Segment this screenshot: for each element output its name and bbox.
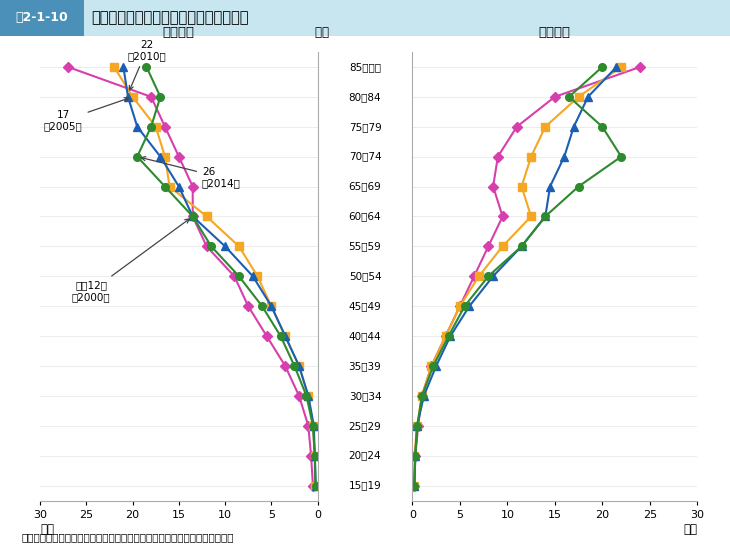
Text: 図2-1-10: 図2-1-10 — [15, 11, 68, 24]
Text: 50～54: 50～54 — [349, 271, 381, 281]
Text: 17
（2005）: 17 （2005） — [44, 97, 128, 131]
Bar — [0, 0, 84, 36]
Text: 26
（2014）: 26 （2014） — [142, 156, 241, 188]
Text: 歳: 歳 — [322, 26, 328, 39]
Text: 資料：農林水産省「農林業センサス」、「農業構造動態調査」（組替集計）: 資料：農林水産省「農林業センサス」、「農業構造動態調査」（組替集計） — [22, 533, 234, 543]
Text: 万人: 万人 — [40, 523, 54, 536]
Text: 25～29: 25～29 — [349, 421, 381, 430]
Text: 20～24: 20～24 — [349, 451, 381, 461]
Text: 60～64: 60～64 — [349, 212, 381, 222]
Text: （女性）: （女性） — [539, 26, 571, 39]
Text: 75～79: 75～79 — [349, 122, 381, 132]
Text: 22
（2010）: 22 （2010） — [127, 40, 166, 90]
Text: 15～19: 15～19 — [349, 481, 381, 491]
Text: （男性）: （男性） — [163, 26, 195, 39]
Text: 55～59: 55～59 — [349, 241, 381, 251]
Text: 85歳以上: 85歳以上 — [349, 62, 381, 72]
Text: 平成12年
（2000）: 平成12年 （2000） — [72, 219, 189, 302]
Text: 年齢階層別の基幹的農業従事者数の推移: 年齢階層別の基幹的農業従事者数の推移 — [91, 10, 249, 25]
Text: 65～69: 65～69 — [349, 182, 381, 191]
Text: 70～74: 70～74 — [349, 152, 381, 161]
Text: 歳: 歳 — [314, 26, 321, 39]
Text: 万人: 万人 — [683, 523, 697, 536]
Text: 80～84: 80～84 — [349, 92, 381, 102]
Text: 35～39: 35～39 — [349, 361, 381, 371]
Text: 30～34: 30～34 — [349, 391, 381, 401]
Text: 40～44: 40～44 — [349, 331, 381, 341]
Text: 45～49: 45～49 — [349, 301, 381, 311]
